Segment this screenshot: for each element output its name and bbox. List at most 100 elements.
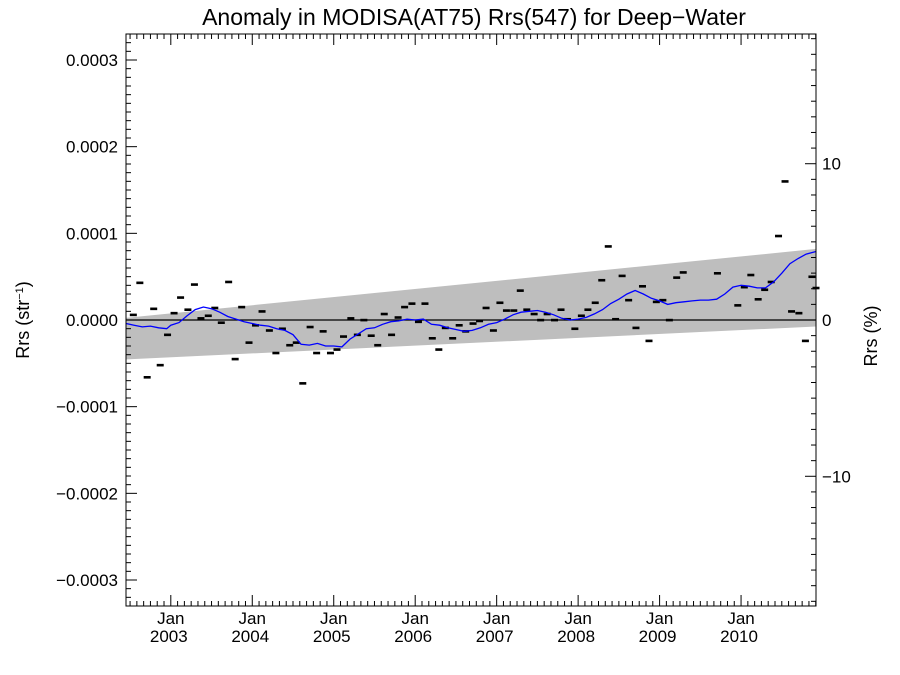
x-tick-month-label: Jan (239, 609, 266, 628)
anomaly-marker (428, 337, 436, 340)
anomaly-marker (801, 339, 809, 343)
anomaly-marker (455, 324, 463, 327)
x-tick-year-label: 2005 (313, 627, 351, 646)
anomaly-marker (380, 312, 388, 316)
y-axis-left-ticks: 0.0003 0.0002 0.0001 0.0000 −0.0001 −0.0002 −0… (56, 33, 137, 607)
anomaly-marker (625, 298, 633, 302)
anomaly-marker (591, 301, 599, 305)
anomaly-marker (645, 339, 653, 343)
anomaly-marker (476, 319, 484, 323)
anomaly-marker (319, 330, 327, 333)
anomaly-marker (272, 351, 280, 355)
anomaly-marker (795, 311, 803, 315)
anomaly-marker (604, 245, 612, 248)
anomaly-marker (238, 305, 246, 309)
y-axis-right-label: Rrs (%) (861, 306, 881, 367)
x-tick-year-label: 2010 (720, 627, 758, 646)
anomaly-marker (211, 306, 219, 310)
anomaly-marker (571, 327, 579, 331)
y-tick-label: −0.0003 (56, 571, 118, 590)
anomaly-marker (441, 326, 449, 330)
anomaly-marker (388, 333, 396, 337)
anomaly-marker (156, 363, 164, 367)
anomaly-marker (374, 343, 382, 347)
running-mean-line (125, 250, 817, 348)
anomaly-marker (435, 348, 443, 351)
anomaly-marker (184, 308, 192, 311)
anomaly-marker (754, 298, 762, 301)
anomaly-marker (143, 376, 151, 379)
anomaly-marker (164, 333, 172, 337)
anomaly-marker (367, 334, 375, 337)
x-tick-month-label: Jan (401, 609, 428, 628)
anomaly-marker (781, 180, 789, 183)
anomaly-marker (469, 322, 477, 325)
anomaly-marker (408, 302, 416, 305)
anomaly-marker (502, 309, 510, 312)
anomaly-marker (449, 337, 457, 340)
x-tick-year-label: 2004 (231, 627, 269, 646)
anomaly-marker (740, 285, 748, 289)
y-right-tick-label: −10 (822, 467, 851, 486)
anomaly-marker (679, 271, 687, 274)
anomaly-marker (313, 351, 321, 355)
anomaly-marker (286, 343, 294, 347)
anomaly-marker (394, 316, 402, 319)
anomaly-marker (734, 304, 742, 307)
anomaly-marker (225, 280, 233, 284)
anomaly-marker (347, 317, 355, 320)
anomaly-marker (340, 335, 348, 338)
anomaly-marker (788, 310, 796, 313)
anomaly-marker (673, 276, 681, 279)
anomaly-marker (496, 301, 504, 305)
x-tick-year-label: 2008 (557, 627, 595, 646)
anomaly-marker (333, 348, 341, 351)
chart-title: Anomaly in MODISA(AT75) Rrs(547) for Dee… (202, 4, 746, 30)
anomaly-marker (775, 234, 783, 238)
anomaly-marker (197, 317, 205, 320)
anomaly-marker (245, 341, 253, 344)
anomaly-marker (401, 305, 409, 309)
anomaly-marker (292, 341, 300, 344)
y-tick-label: 0.0002 (66, 138, 118, 157)
x-axis-ticks: Jan2003Jan2004Jan2005Jan2006Jan2007Jan20… (129, 34, 817, 646)
anomaly-marker (299, 382, 307, 385)
y-axis-right-ticks: 10 0 −10 (805, 38, 851, 602)
anomaly-marker (530, 312, 538, 316)
x-tick-month-label: Jan (646, 609, 673, 628)
anomaly-marker (252, 324, 260, 327)
anomaly-marker (652, 300, 660, 304)
x-tick-month-label: Jan (727, 609, 754, 628)
anomaly-marker (584, 308, 592, 311)
anomaly-marker (510, 309, 518, 312)
anomaly-marker (265, 329, 273, 332)
y-tick-label: −0.0002 (56, 484, 118, 503)
anomaly-marker (612, 317, 620, 321)
y-axis-left-label: Rrs (str−1) (13, 281, 33, 359)
anomaly-marker (638, 285, 646, 288)
anomaly-marker (632, 326, 640, 330)
anomaly-marker (665, 318, 673, 322)
anomaly-marker (618, 274, 626, 278)
x-tick-month-label: Jan (320, 609, 347, 628)
y-right-tick-label: 0 (822, 311, 831, 330)
anomaly-marker (204, 314, 212, 318)
x-tick-month-label: Jan (157, 609, 184, 628)
anomaly-marker (150, 307, 158, 311)
anomaly-marker (713, 272, 721, 275)
anomaly-marker (659, 298, 667, 302)
anomaly-marker (258, 310, 266, 313)
x-tick-month-label: Jan (564, 609, 591, 628)
anomaly-marker (551, 318, 559, 322)
anomaly-marker (306, 325, 314, 329)
x-tick-month-label: Jan (483, 609, 510, 628)
y-tick-label: −0.0001 (56, 398, 118, 417)
anomaly-marker (523, 308, 531, 311)
band-area (126, 248, 816, 360)
anomaly-marker (231, 357, 239, 361)
confidence-band (126, 248, 816, 360)
anomaly-marker (278, 327, 286, 331)
anomaly-marker (747, 273, 755, 277)
anomaly-marker (537, 318, 545, 322)
